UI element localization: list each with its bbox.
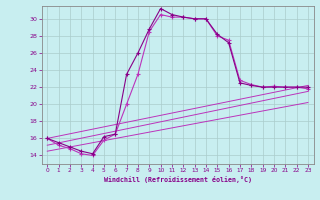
X-axis label: Windchill (Refroidissement éolien,°C): Windchill (Refroidissement éolien,°C) [104, 176, 252, 183]
